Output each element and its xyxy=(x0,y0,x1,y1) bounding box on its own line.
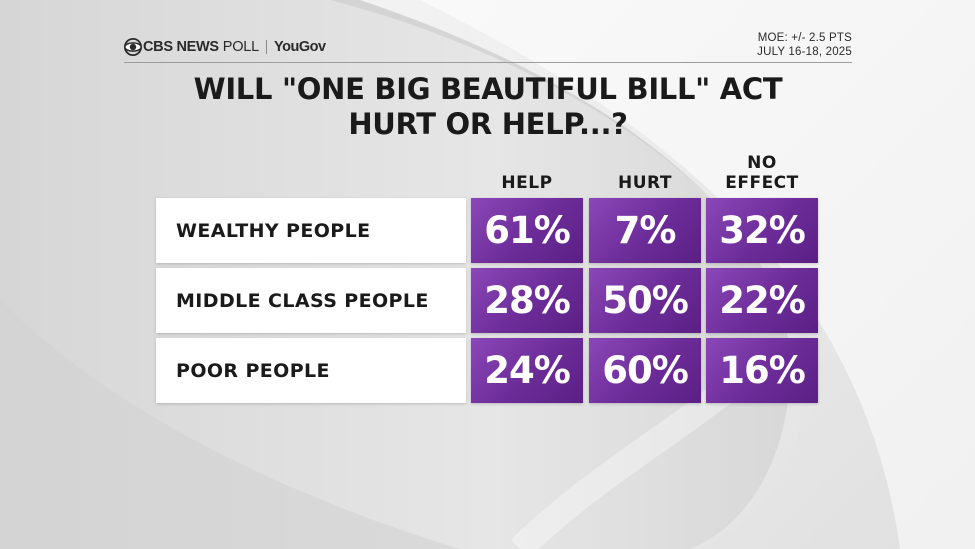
poll-label: POLL xyxy=(222,39,260,55)
poll-header: CBS NEWS POLL YouGov xyxy=(124,37,326,57)
title-line-2: HURT OR HELP...? xyxy=(348,107,628,141)
header-divider xyxy=(266,40,268,54)
column-header-hurt: HURT xyxy=(589,173,701,193)
column-header-line: HELP xyxy=(501,173,553,193)
value-cell-wealthy-people-help: 61% xyxy=(471,198,583,263)
moe-block: MOE: +/- 2.5 PTS JULY 16-18, 2025 xyxy=(757,31,852,59)
poll-dates: JULY 16-18, 2025 xyxy=(757,46,852,58)
cbs-eye-logo xyxy=(124,38,142,56)
value-cell-middle-class-people-hurt: 50% xyxy=(589,268,701,333)
column-header-line: HURT xyxy=(618,173,672,193)
row-label-wealthy-people: WEALTHY PEOPLE xyxy=(156,198,466,263)
value-cell-wealthy-people-no-effect: 32% xyxy=(706,198,818,263)
value-cell-wealthy-people-hurt: 7% xyxy=(589,198,701,263)
column-header-line: NO xyxy=(747,153,777,173)
header-rule xyxy=(124,62,852,63)
column-header-line: EFFECT xyxy=(725,173,799,193)
chart-title: WILL "ONE BIG BEAUTIFUL BILL" ACT HURT O… xyxy=(124,72,852,142)
column-header-no-effect: NO EFFECT xyxy=(706,153,818,193)
partner-name: YouGov xyxy=(274,39,326,55)
title-line-1: WILL "ONE BIG BEAUTIFUL BILL" ACT xyxy=(193,72,783,106)
value-cell-poor-people-hurt: 60% xyxy=(589,338,701,403)
row-label-poor-people: POOR PEOPLE xyxy=(156,338,466,403)
row-label-middle-class-people: MIDDLE CLASS PEOPLE xyxy=(156,268,466,333)
margin-of-error: MOE: +/- 2.5 PTS xyxy=(757,32,852,44)
value-cell-poor-people-no-effect: 16% xyxy=(706,338,818,403)
value-cell-middle-class-people-help: 28% xyxy=(471,268,583,333)
value-cell-poor-people-help: 24% xyxy=(471,338,583,403)
brand-name: CBS NEWS xyxy=(143,39,219,55)
value-cell-middle-class-people-no-effect: 22% xyxy=(706,268,818,333)
column-header-help: HELP xyxy=(471,173,583,193)
